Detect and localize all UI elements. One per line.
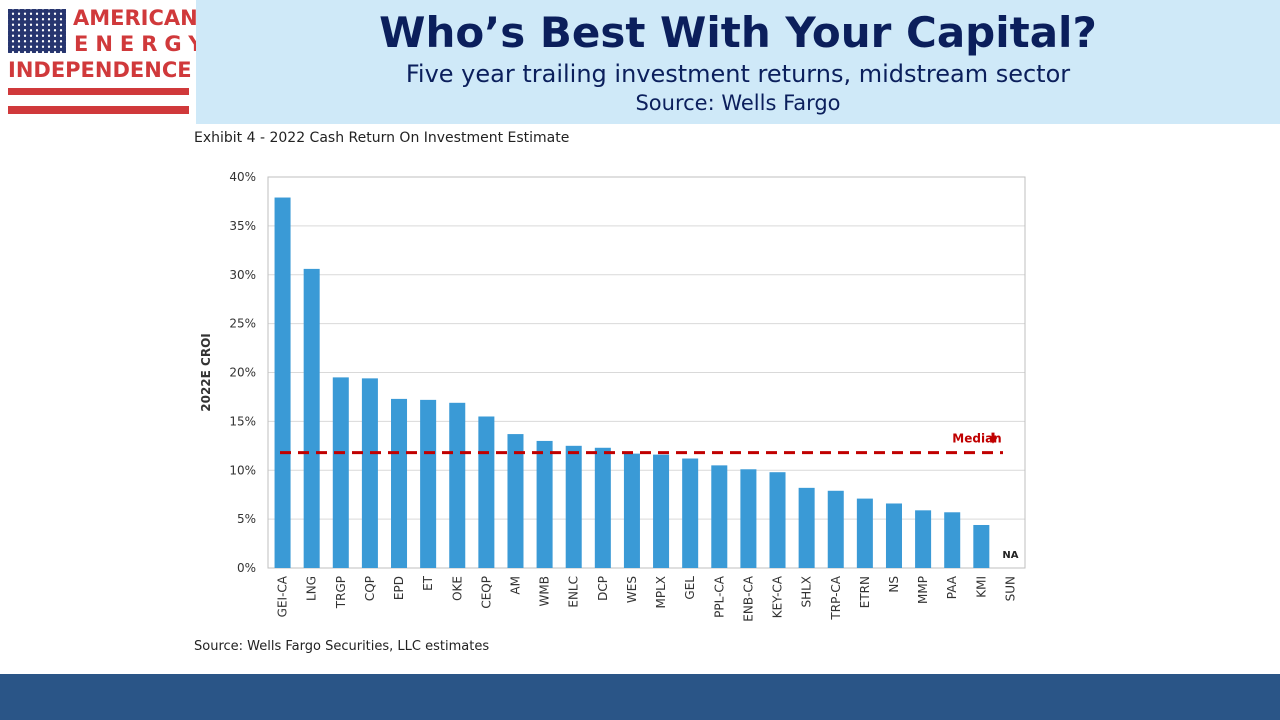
logo-line-2: ENERGY [74,32,211,56]
y-tick-label: 0% [237,561,256,575]
bar [478,416,495,568]
x-tick-label: OKE [450,576,464,601]
bar [827,490,844,568]
logo: AMERICAN ENERGY INDEPENDENCE [0,0,203,124]
x-tick-label: SUN [1003,576,1017,601]
logo-stripe-2 [8,106,189,114]
x-tick-label: SHLX [800,576,814,608]
plot-frame [267,176,1026,569]
bar [565,445,582,568]
bar [711,465,728,568]
x-tick-label: PPL-CA [712,575,726,618]
bar [594,447,611,568]
x-tick-label: ETRN [858,576,872,608]
x-tick-label: GEL [683,576,697,600]
x-tick-label: NS [887,576,901,593]
x-tick-label: GEI-CA [276,575,290,617]
x-tick-label: ET [421,575,435,591]
bar [536,440,553,568]
y-tick-label: 15% [229,414,256,428]
exhibit-title: Exhibit 4 - 2022 Cash Return On Investme… [194,130,570,146]
y-tick-label: 10% [229,463,256,477]
x-tick-label: ENB-CA [741,575,755,622]
bar [507,434,524,568]
x-tick-label: MPLX [654,576,668,609]
down-arrow-icon [988,432,998,444]
flag-canton-icon [8,9,66,53]
footer-bar [0,674,1280,720]
x-tick-label: DCP [596,576,610,601]
logo-stripe-1 [8,88,189,95]
bar [653,454,670,568]
missing-value-label: NA [1002,550,1018,561]
x-tick-label: WMB [538,576,552,606]
bar [303,268,320,568]
bar [682,458,699,568]
logo-line-1: AMERICAN [73,6,198,30]
y-tick-label: 5% [237,512,256,526]
page-title: Who’s Best With Your Capital? [379,8,1097,57]
median-label: Median [952,432,1001,446]
bar [856,498,873,568]
bar [885,503,902,568]
y-tick-label: 40% [229,170,256,184]
bar [623,453,640,568]
x-tick-label: WES [625,576,639,603]
y-tick-label: 35% [229,219,256,233]
x-tick-label: MMP [916,576,930,604]
bar [391,398,408,568]
y-tick-label: 20% [229,366,256,380]
header-source: Source: Wells Fargo [635,91,841,115]
header-banner: Who’s Best With Your Capital? Five year … [196,0,1280,124]
bar [449,402,466,568]
y-tick-label: 25% [229,317,256,331]
bar [274,197,291,568]
x-tick-label: EPD [392,576,406,600]
bar [944,512,961,568]
x-tick-label: LNG [305,576,319,601]
logo-line-3: INDEPENDENCE [8,58,192,82]
bar [769,472,786,568]
y-axis-label: 2022E CROI [199,333,213,412]
x-tick-label: AM [508,576,522,595]
bar [798,487,815,568]
bar [361,378,378,568]
bar-chart: 0% 5% 10% 15% 20% 25% 30% 35% 40% 2022E CROI GEI-C… [199,170,1026,622]
x-tick-label: KEY-CA [771,575,785,618]
bar [973,524,990,568]
bar [915,510,932,568]
bar [740,469,757,568]
x-tick-label: CQP [363,576,377,601]
footnote: Source: Wells Fargo Securities, LLC esti… [194,639,490,654]
bar [332,377,349,568]
page-subtitle: Five year trailing investment returns, m… [405,60,1071,88]
x-tick-label: KMI [974,576,988,598]
x-tick-label: CEQP [479,576,493,609]
bar [420,399,437,568]
x-tick-label: TRGP [334,576,348,609]
x-tick-label: ENLC [567,576,581,608]
y-tick-label: 30% [229,268,256,282]
x-tick-label: TRP-CA [829,575,843,620]
x-tick-label: PAA [945,575,959,599]
